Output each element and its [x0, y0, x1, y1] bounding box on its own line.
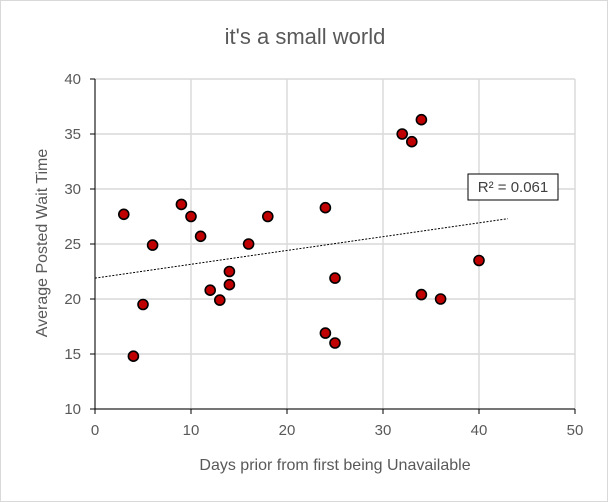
x-tick-label: 10 — [183, 422, 200, 439]
data-point — [127, 350, 140, 363]
data-point — [319, 201, 332, 214]
data-point — [434, 293, 447, 305]
data-point — [194, 230, 207, 243]
data-point — [319, 327, 332, 339]
grid-lines — [94, 78, 576, 410]
data-point — [214, 294, 226, 306]
r-squared-label-box: R² = 0.061 — [467, 173, 559, 201]
data-point — [329, 337, 341, 349]
axes — [90, 78, 576, 414]
y-tick-label: 40 — [64, 71, 81, 88]
r-squared-label: R² = 0.061 — [478, 179, 548, 196]
x-axis-ticks: 0 10 20 30 40 50 — [91, 422, 584, 439]
data-point — [261, 210, 274, 223]
x-tick-label: 0 — [91, 422, 99, 439]
data-point — [415, 288, 428, 301]
y-tick-label: 30 — [64, 181, 81, 198]
data-point — [185, 210, 197, 223]
data-point — [118, 208, 130, 221]
data-point — [415, 113, 428, 126]
data-point — [137, 298, 149, 311]
chart-title: it's a small world — [225, 24, 386, 49]
data-point — [396, 128, 409, 140]
y-axis-ticks: 10 15 20 25 30 35 40 — [64, 71, 81, 418]
y-tick-label: 15 — [64, 346, 81, 363]
data-point — [223, 265, 236, 278]
data-point — [329, 272, 341, 284]
y-tick-label: 25 — [64, 236, 81, 253]
x-tick-label: 40 — [471, 422, 488, 439]
x-axis-label: Days prior from first being Unavailable — [199, 457, 470, 474]
data-point — [473, 254, 485, 267]
y-tick-label: 35 — [64, 126, 81, 143]
trendline — [94, 218, 508, 279]
data-point — [146, 239, 159, 251]
data-point — [242, 238, 255, 250]
data-point — [204, 284, 216, 297]
x-tick-label: 30 — [375, 422, 392, 439]
y-axis-label: Average Posted Wait Time — [34, 149, 51, 338]
data-point — [223, 278, 236, 291]
y-tick-label: 10 — [64, 401, 81, 418]
data-point — [405, 135, 418, 148]
y-tick-label: 20 — [64, 291, 81, 308]
x-tick-label: 50 — [567, 422, 584, 439]
data-points — [118, 113, 485, 363]
data-point — [175, 198, 188, 211]
x-tick-label: 20 — [279, 422, 296, 439]
